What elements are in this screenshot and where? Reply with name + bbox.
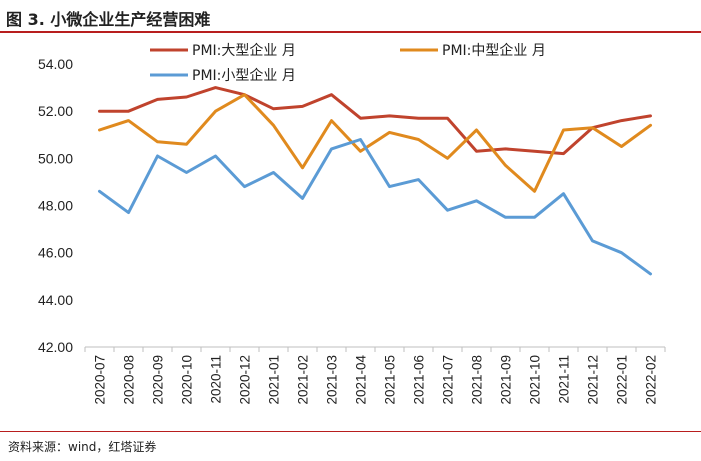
source-note: 资料来源：wind，红塔证券 <box>8 440 157 454</box>
legend-label-large: PMI:大型企业 月 <box>192 42 296 59</box>
x-tick-label: 2021-11 <box>557 355 572 404</box>
y-tick-label: 48.00 <box>38 198 73 214</box>
x-tick-label: 2021-08 <box>470 355 485 405</box>
y-tick-label: 44.00 <box>38 292 73 308</box>
x-tick-label: 2021-03 <box>325 355 340 405</box>
y-tick-label: 42.00 <box>38 339 73 355</box>
y-tick-label: 50.00 <box>38 150 73 166</box>
x-tick-label: 2021-10 <box>528 355 543 405</box>
x-tick-label: 2021-04 <box>354 355 369 405</box>
x-tick-label: 2021-01 <box>267 355 282 405</box>
x-tick-label: 2022-02 <box>644 355 659 405</box>
legend-label-small: PMI:小型企业 月 <box>192 67 296 84</box>
x-tick-label: 2020-08 <box>122 355 137 405</box>
x-tick-label: 2022-01 <box>615 355 630 405</box>
y-tick-label: 46.00 <box>38 245 73 261</box>
figure-title: 图 3. 小微企业生产经营困难 <box>6 10 211 29</box>
y-tick-label: 52.00 <box>38 103 73 119</box>
x-tick-label: 2021-09 <box>499 355 514 405</box>
x-tick-label: 2020-12 <box>238 355 253 405</box>
x-tick-label: 2020-11 <box>209 355 224 404</box>
series-line-medium <box>98 93 652 193</box>
x-tick-label: 2021-12 <box>586 355 601 405</box>
x-tick-label: 2020-09 <box>151 355 166 405</box>
legend-label-medium: PMI:中型企业 月 <box>442 42 546 59</box>
y-tick-label: 54.00 <box>38 56 73 72</box>
x-tick-label: 2021-06 <box>412 355 427 405</box>
title-divider <box>0 31 701 33</box>
x-tick-label: 2021-07 <box>441 355 456 405</box>
x-tick-label: 2020-07 <box>93 355 108 405</box>
x-tick-label: 2020-10 <box>180 355 195 405</box>
source-divider <box>0 431 701 432</box>
series-line-large <box>98 86 652 156</box>
x-tick-label: 2021-02 <box>296 355 311 405</box>
series-line-small <box>98 138 652 276</box>
x-tick-label: 2021-05 <box>383 355 398 405</box>
